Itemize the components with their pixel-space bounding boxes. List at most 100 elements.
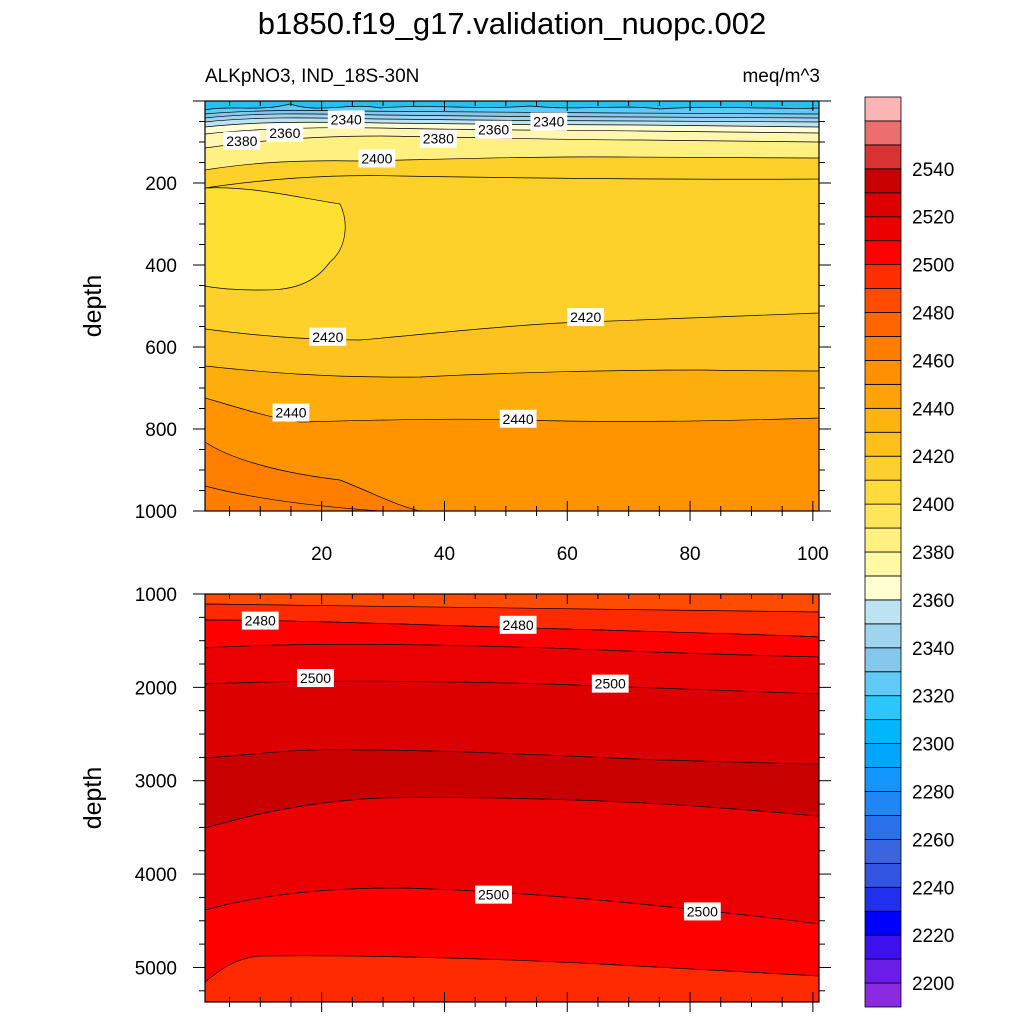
upper-panel bbox=[205, 101, 819, 511]
upper-ylabel: depth bbox=[79, 275, 107, 338]
colorbar-swatch bbox=[864, 791, 902, 816]
contour-label: 2360 bbox=[478, 122, 509, 138]
colorbar-swatch bbox=[864, 216, 902, 242]
variable-subtitle: ALKpNO3, IND_18S-30N bbox=[205, 66, 419, 87]
units-subtitle: meq/m^3 bbox=[742, 66, 820, 87]
colorbar-swatch bbox=[864, 910, 902, 936]
colorbar-swatch bbox=[864, 575, 902, 601]
contour-label: 2480 bbox=[245, 613, 276, 629]
colorbar-swatch bbox=[864, 551, 902, 577]
colorbar-swatch bbox=[864, 240, 902, 266]
colorbar-swatch bbox=[864, 886, 902, 912]
colorbar: 2200 2220 2240 2260 2280 2300 2320 2340 2360 2380… bbox=[864, 96, 954, 1008]
contour-label: 2500 bbox=[687, 903, 718, 919]
colorbar-swatch bbox=[864, 383, 902, 409]
colorbar-label: 2520 bbox=[912, 208, 954, 229]
colorbar-swatch bbox=[864, 312, 902, 337]
colorbar-label: 2360 bbox=[912, 591, 954, 612]
colorbar-label: 2320 bbox=[912, 687, 954, 708]
colorbar-swatch bbox=[864, 120, 902, 146]
contour-label-box bbox=[223, 131, 261, 150]
x-tick-label: 100 bbox=[797, 544, 829, 565]
contour-label-box bbox=[272, 403, 310, 422]
y-tick-label: 5000 bbox=[135, 958, 177, 979]
y-tick-label: 1000 bbox=[135, 502, 177, 523]
colorbar-label: 2300 bbox=[912, 735, 954, 756]
chart-title: b1850.f19_g17.validation_nuopc.002 bbox=[258, 6, 767, 41]
contour-label-box bbox=[475, 120, 512, 139]
upper-axes: 20 40 60 80 100 200 400 600 800 1000 bbox=[135, 100, 831, 565]
contour-label: 2380 bbox=[423, 131, 454, 147]
x-tick-label: 40 bbox=[434, 544, 455, 565]
colorbar-label: 2240 bbox=[912, 878, 954, 899]
y-tick-label: 1000 bbox=[135, 585, 177, 606]
contour-label: 2340 bbox=[533, 114, 564, 130]
y-tick-label: 4000 bbox=[135, 865, 177, 886]
colorbar-swatch bbox=[864, 838, 902, 864]
colorbar-label: 2400 bbox=[912, 495, 954, 516]
deep-2480-bottom bbox=[205, 955, 819, 1002]
contour-label: 2420 bbox=[570, 309, 601, 325]
contour-label: 2500 bbox=[595, 676, 626, 692]
contour-label: 2420 bbox=[312, 329, 343, 345]
lower-axes: 1000 2000 3000 4000 5000 bbox=[135, 585, 831, 1012]
contour-label-box bbox=[475, 885, 512, 904]
colorbar-swatch bbox=[864, 982, 902, 1008]
colorbar-swatch bbox=[864, 958, 902, 984]
contour-label-box bbox=[327, 110, 365, 129]
colorbar-label: 2260 bbox=[912, 830, 954, 851]
colorbar-swatch bbox=[864, 599, 902, 625]
colorbar-label: 2500 bbox=[912, 256, 954, 277]
colorbar-swatch bbox=[864, 623, 902, 649]
contour-label-box bbox=[419, 129, 457, 148]
band-2320 bbox=[205, 101, 819, 111]
colorbar-swatch bbox=[864, 695, 902, 721]
contour-label-box bbox=[297, 669, 334, 688]
colorbar-label: 2540 bbox=[912, 160, 954, 181]
colorbar-swatch bbox=[864, 168, 902, 194]
upper-contour-labels: 2340 2340 2360 2360 2380 2380 2400 2420 2420 2440… bbox=[223, 110, 605, 428]
contour-label-box bbox=[358, 149, 396, 168]
contour-label-box bbox=[567, 308, 605, 327]
contour-label-box bbox=[499, 615, 537, 634]
contour-label: 2500 bbox=[478, 887, 509, 903]
colorbar-swatch bbox=[864, 407, 902, 433]
lower-ylabel: depth bbox=[79, 767, 107, 830]
colorbar-swatch bbox=[864, 743, 902, 768]
x-tick-label: 80 bbox=[679, 544, 700, 565]
colorbar-swatch bbox=[864, 934, 902, 960]
contour-label: 2500 bbox=[300, 670, 331, 686]
colorbar-swatch bbox=[864, 431, 902, 457]
colorbar-swatch bbox=[864, 527, 902, 553]
colorbar-swatch bbox=[864, 288, 902, 313]
colorbar-swatch bbox=[864, 264, 902, 289]
colorbar-swatch bbox=[864, 503, 902, 529]
x-tick-label: 20 bbox=[311, 544, 332, 565]
y-tick-label: 400 bbox=[145, 256, 177, 277]
colorbar-label: 2480 bbox=[912, 304, 954, 325]
contour-label: 2480 bbox=[503, 617, 534, 633]
y-tick-label: 600 bbox=[145, 338, 177, 359]
contour-label: 2440 bbox=[503, 411, 534, 427]
contour-label: 2440 bbox=[275, 405, 306, 421]
colorbar-swatch bbox=[864, 96, 902, 122]
colorbar-swatch bbox=[864, 144, 902, 170]
contour-label: 2360 bbox=[269, 125, 300, 141]
colorbar-label: 2280 bbox=[912, 782, 954, 803]
contour-label-box bbox=[591, 674, 629, 693]
colorbar-label: 2460 bbox=[912, 351, 954, 372]
colorbar-swatch bbox=[864, 360, 902, 385]
colorbar-swatch bbox=[864, 767, 902, 792]
contour-label: 2340 bbox=[331, 111, 362, 127]
colorbar-swatch bbox=[864, 815, 902, 840]
colorbar-swatch bbox=[864, 671, 902, 697]
contour-label-box bbox=[309, 327, 347, 346]
colorbar-swatch bbox=[864, 479, 902, 505]
contour-label-box bbox=[266, 123, 304, 142]
colorbar-swatch bbox=[864, 192, 902, 218]
contour-label-box bbox=[241, 611, 279, 630]
lower-contour-labels: 2480 2480 2500 2500 2500 2500 bbox=[241, 611, 721, 921]
y-tick-label: 200 bbox=[145, 174, 177, 195]
colorbar-label: 2200 bbox=[912, 974, 954, 995]
contour-label-box bbox=[530, 112, 568, 131]
